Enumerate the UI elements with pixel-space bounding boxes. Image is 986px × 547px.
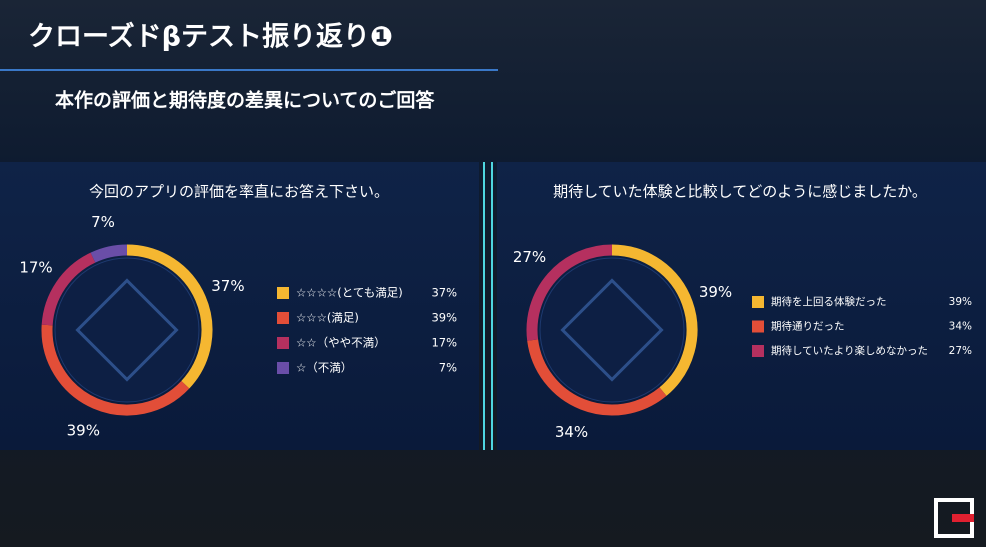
data-label: 34%: [555, 423, 588, 441]
legend-value: 34%: [949, 321, 972, 333]
legend-value: 37%: [431, 286, 457, 300]
legend-value: 17%: [431, 336, 457, 350]
legend-swatch: [752, 345, 764, 357]
data-label: 39%: [699, 283, 732, 301]
legend-label: ☆（不満）: [296, 361, 352, 375]
legend-swatch: [277, 287, 289, 299]
legend-swatch: [752, 320, 764, 333]
legend-value: 39%: [431, 311, 457, 325]
legend-label: ☆☆☆(満足): [296, 311, 359, 325]
data-label: 7%: [91, 213, 115, 231]
data-label: 27%: [513, 248, 546, 266]
donut-center: [539, 257, 685, 403]
donut-segment: [90, 244, 128, 263]
legend-value: 7%: [439, 361, 457, 375]
data-label: 17%: [19, 259, 52, 277]
emblem: [560, 278, 664, 382]
donut-segment: [611, 244, 698, 396]
legend-label: 期待通りだった: [771, 320, 845, 333]
chart-title: 今回のアプリの評価を率直にお答え下さい。: [89, 183, 389, 201]
legend-label: 期待していたより楽しめなかった: [771, 344, 928, 357]
chart-title: 期待していた体験と比較してどのように感じましたか。: [553, 183, 927, 201]
data-label: 39%: [67, 421, 100, 439]
donut-segment: [41, 252, 96, 326]
legend-label: ☆☆☆☆(とても満足): [296, 286, 403, 300]
donut-segment: [527, 339, 667, 416]
legend-swatch: [277, 337, 289, 349]
slide-title: クローズドβテスト振り返り❶: [28, 21, 393, 53]
emblem: [75, 278, 179, 382]
slide-subtitle: 本作の評価と期待度の差異についてのご回答: [55, 89, 435, 112]
donut-center: [54, 257, 200, 403]
legend-label: ☆☆（やや不満）: [296, 336, 386, 350]
logo: [934, 498, 974, 538]
data-label: 37%: [211, 277, 244, 295]
donut-segment: [41, 324, 190, 416]
legend-value: 27%: [949, 345, 972, 357]
legend-swatch: [277, 312, 289, 324]
legend-value: 39%: [949, 296, 972, 308]
donut-segment: [526, 244, 613, 341]
legend-label: 期待を上回る体験だった: [771, 295, 887, 308]
legend-swatch: [277, 362, 289, 374]
legend-swatch: [752, 296, 764, 308]
donut-segment: [126, 244, 213, 389]
